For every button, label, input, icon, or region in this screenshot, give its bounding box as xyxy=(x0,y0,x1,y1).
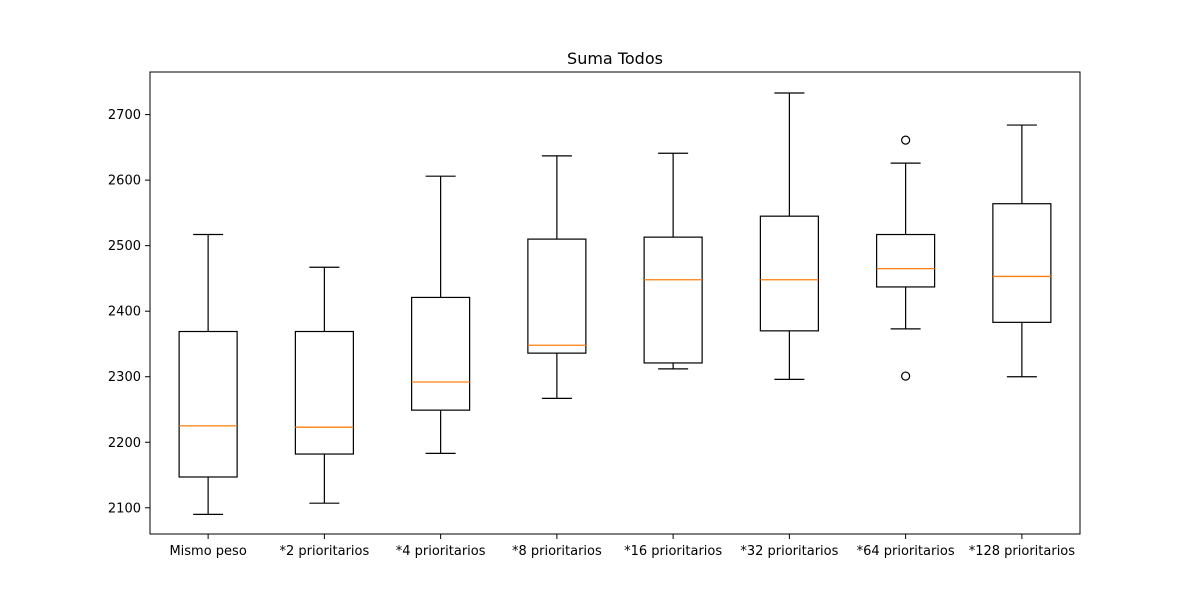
y-tick-label: 2500 xyxy=(108,239,141,254)
x-tick-label: *32 prioritarios xyxy=(740,544,838,559)
box-group xyxy=(527,155,587,399)
y-tick-label: 2400 xyxy=(108,305,141,320)
box-group xyxy=(759,92,819,380)
box-group xyxy=(294,266,354,504)
y-tick-label: 2700 xyxy=(108,108,141,123)
box-iqr xyxy=(527,238,587,354)
box-iqr xyxy=(876,233,936,288)
y-tick-label: 2200 xyxy=(108,436,141,451)
chart-title: Suma Todos xyxy=(567,49,663,68)
x-tick-label: *128 prioritarios xyxy=(969,544,1076,559)
y-axis: 2100 2200 2300 2400 2500 2600 2700 xyxy=(108,108,150,516)
x-tick-label: *8 prioritarios xyxy=(512,544,602,559)
x-tick-label: *4 prioritarios xyxy=(396,544,486,559)
box-iqr xyxy=(411,296,471,411)
x-tick-label: *64 prioritarios xyxy=(857,544,955,559)
marks-layer xyxy=(178,92,1052,515)
box-group xyxy=(992,124,1052,378)
x-tick-label: Mismo peso xyxy=(169,544,246,559)
box-iqr xyxy=(643,236,703,364)
box-iqr xyxy=(294,330,354,455)
y-tick-label: 2300 xyxy=(108,370,141,385)
outlier-point xyxy=(901,371,911,381)
box-group xyxy=(178,233,238,515)
box-iqr xyxy=(178,330,238,478)
x-axis: Mismo peso *2 prioritarios *4 prioritarios… xyxy=(169,534,1075,559)
x-tick-label: *2 prioritarios xyxy=(279,544,369,559)
x-tick-label: *16 prioritarios xyxy=(624,544,722,559)
y-tick-label: 2100 xyxy=(108,501,141,516)
box-group xyxy=(876,135,936,381)
box-group xyxy=(411,175,471,454)
box-iqr xyxy=(759,215,819,332)
y-tick-label: 2600 xyxy=(108,174,141,189)
outlier-point xyxy=(901,135,911,145)
box-iqr xyxy=(992,203,1052,323)
plot-frame xyxy=(149,71,1081,535)
box-group xyxy=(643,152,703,370)
